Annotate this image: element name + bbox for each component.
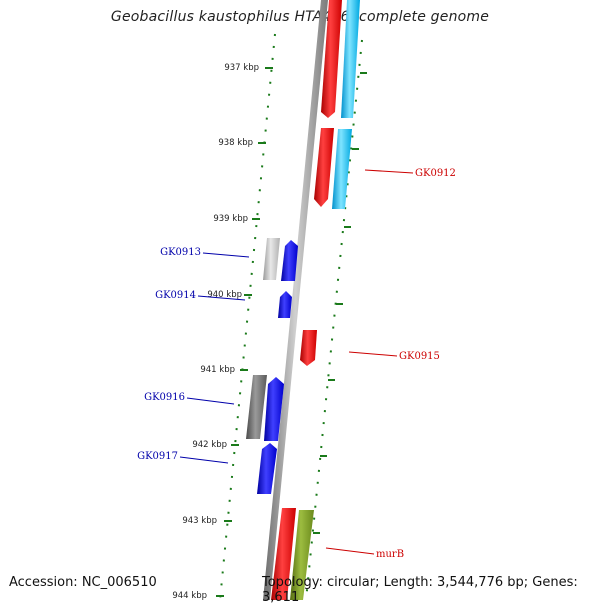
gene-GK0917[interactable]	[257, 443, 277, 494]
gene-label-murB[interactable]: murB	[376, 549, 404, 560]
leader-murB	[325, 547, 375, 555]
gene-murB-red[interactable]	[271, 508, 296, 600]
leader-GK0915	[348, 351, 398, 357]
scale-label-937: 937 kbp	[224, 63, 259, 73]
gene-label-GK0916[interactable]: GK0916	[144, 392, 185, 403]
leader-GK0917	[179, 456, 229, 464]
leader-GK0914	[197, 295, 246, 301]
gene-feature-cyan-top[interactable]	[341, 0, 360, 118]
inner-scale-ruler	[219, 33, 276, 600]
gene-GK0913-blue[interactable]	[281, 240, 298, 281]
genome-backbone	[263, 0, 328, 600]
leader-GK0916	[186, 397, 235, 405]
scale-label-941: 941 kbp	[200, 365, 235, 375]
scale-label-939: 939 kbp	[213, 214, 248, 224]
map-title: Geobacillus kaustophilus HTA426, complet…	[110, 9, 490, 25]
gene-GK0912-cyan[interactable]	[332, 129, 352, 209]
gene-GK0916-gray[interactable]	[246, 375, 267, 439]
scale-label-942: 942 kbp	[192, 440, 227, 450]
leader-GK0913	[202, 252, 250, 258]
gene-GK0913-gray[interactable]	[263, 238, 280, 280]
topology-text: Topology: circular; Length: 3,544,776 bp…	[262, 575, 578, 605]
scale-label-940: 940 kbp	[207, 290, 242, 300]
gene-label-GK0914[interactable]: GK0914	[155, 290, 196, 301]
accession-text: Accession: NC_006510	[9, 575, 157, 590]
gene-label-GK0912[interactable]: GK0912	[415, 168, 456, 179]
gene-label-GK0913[interactable]: GK0913	[160, 247, 201, 258]
outer-scale-ruler	[305, 39, 363, 600]
scale-label-943: 943 kbp	[182, 516, 217, 526]
gene-murB-olive[interactable]	[290, 510, 314, 600]
scale-label-944: 944 kbp	[172, 591, 207, 600]
gene-GK0915[interactable]	[300, 330, 317, 366]
leader-GK0912	[364, 169, 414, 174]
gene-GK0914[interactable]	[278, 291, 292, 318]
scale-ticks	[216, 67, 367, 597]
gene-label-GK0917[interactable]: GK0917	[137, 451, 178, 462]
gene-feature-red-top[interactable]	[321, 0, 342, 118]
gene-label-GK0915[interactable]: GK0915	[399, 351, 440, 362]
scale-label-938: 938 kbp	[218, 138, 253, 148]
gene-GK0916-blue[interactable]	[264, 377, 284, 441]
gene-GK0912-red[interactable]	[314, 128, 334, 207]
